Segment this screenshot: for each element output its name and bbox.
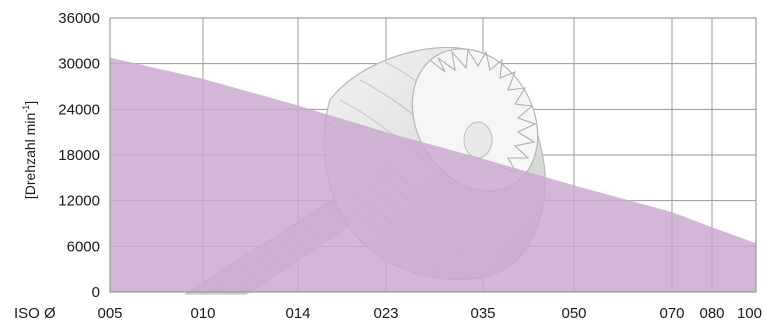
y-axis-label-text: [Drehzahl min [22,113,38,199]
y-tick-label: 30000 [58,56,100,73]
y-axis-label-superscript: -1 [21,105,31,113]
y-axis-label: [Drehzahl min-1] [21,101,38,199]
x-tick-label: 080 [699,305,724,322]
y-tick-label: 0 [92,284,100,301]
x-tick-label: 035 [470,305,495,322]
x-tick-label: 050 [561,305,586,322]
y-tick-label: 36000 [58,10,100,27]
x-axis-ticks: 005 010 014 023 035 050 070 080 100 [97,305,762,322]
y-axis-ticks: 0 6000 12000 18000 24000 30000 36000 [58,10,100,301]
x-tick-label: 100 [737,305,762,322]
x-axis-label: ISO Ø [14,305,56,322]
x-tick-label: 014 [285,305,310,322]
y-tick-label: 18000 [58,147,100,164]
y-axis-label-close: ] [22,101,38,105]
plot-frame [109,17,757,293]
y-tick-label: 24000 [58,101,100,118]
speed-series [109,57,757,292]
x-tick-label: 010 [190,305,215,322]
y-tick-label: 12000 [58,193,100,210]
y-tick-label: 6000 [67,238,100,255]
x-tick-label: 005 [97,305,122,322]
x-tick-label: 023 [373,305,398,322]
x-tick-label: 070 [659,305,684,322]
speed-area [110,57,756,292]
